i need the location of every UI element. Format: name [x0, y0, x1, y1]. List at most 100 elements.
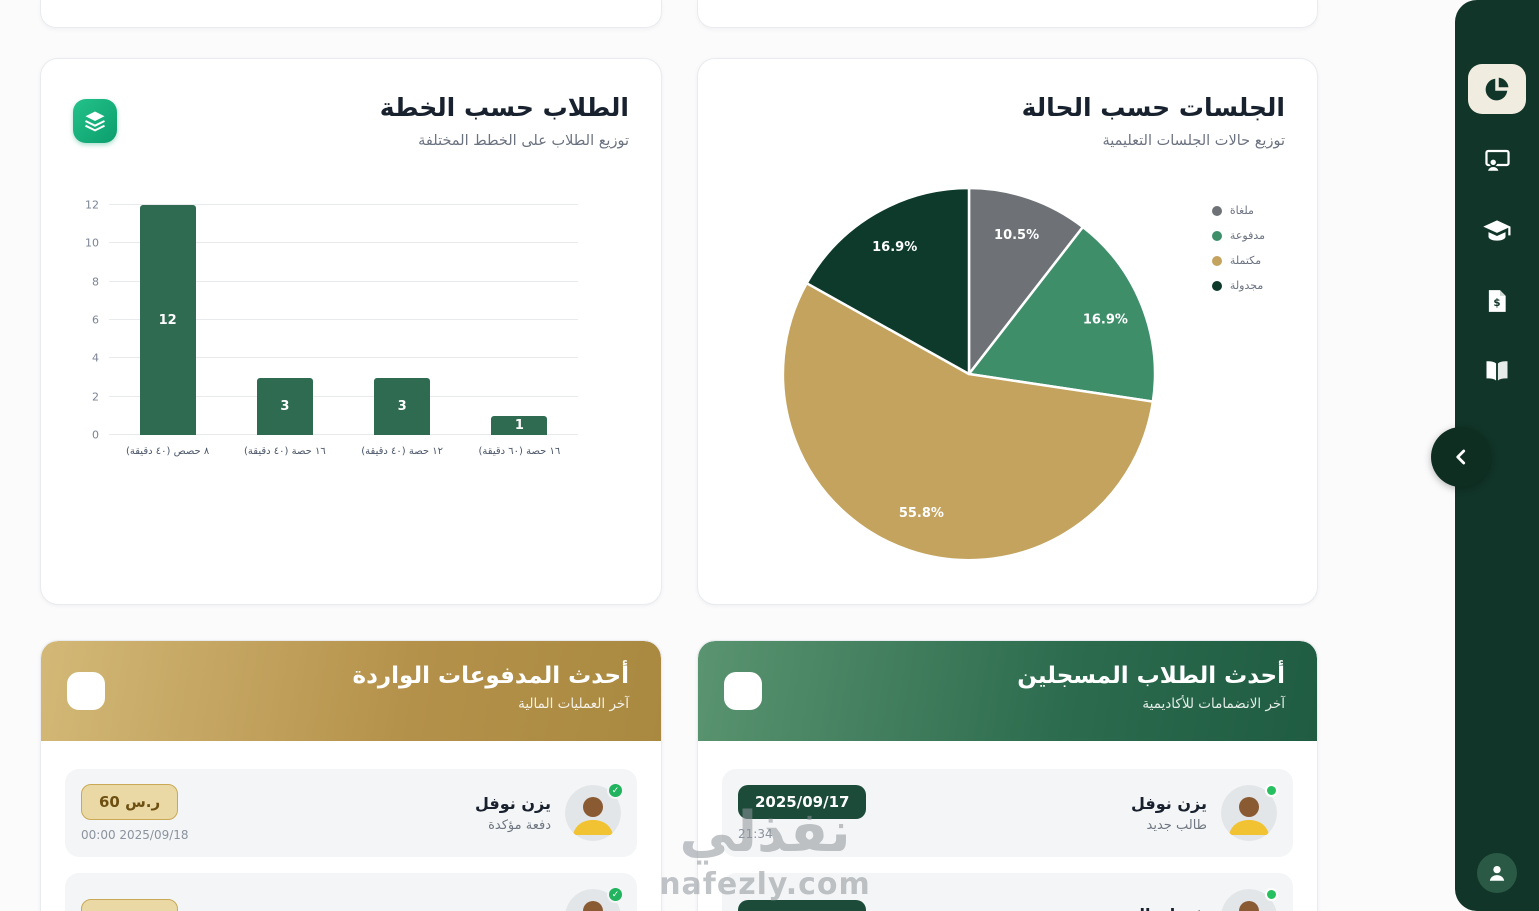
gridline: [109, 204, 578, 205]
pie-slice[interactable]: [805, 186, 971, 376]
card-corner-tile[interactable]: [73, 99, 117, 143]
x-tick-label: ١٦ حصة (٤٠ دقيقة): [244, 446, 326, 457]
partial-card-bottom: [697, 0, 1318, 28]
payment-row[interactable]: ✓ يزن نوفل دفعة مؤكدة 60 ر.س 00:00 2025/…: [65, 769, 637, 857]
gridline: [109, 395, 578, 397]
confirmed-check-icon: ✓: [607, 886, 624, 903]
pie-value-label: 16.9%: [1083, 312, 1128, 327]
avatar: [1221, 888, 1278, 911]
pie-legend: ملغاة مدفوعة مكتملة مجدولة: [1211, 204, 1265, 292]
payment-person: ✓ يزن نوفل دفعة مؤكدة: [475, 782, 624, 841]
pie-slice[interactable]: [967, 225, 1157, 403]
legend-dot-icon: [1211, 255, 1222, 266]
y-tick-label: 4: [92, 351, 99, 365]
legend-item[interactable]: ملغاة: [1211, 204, 1265, 217]
legend-label: مجدولة: [1229, 279, 1264, 292]
gridline: [109, 357, 578, 359]
teacher-icon: [1484, 149, 1510, 172]
book-icon: [1486, 361, 1508, 381]
avatar-photo: [1221, 889, 1277, 911]
latest-payments-card: أحدث المدفوعات الواردة آخر العمليات الما…: [40, 640, 662, 911]
layers-icon: [85, 111, 105, 132]
y-tick-label: 6: [92, 313, 99, 327]
payment-row[interactable]: ✓ 60 ر.س: [65, 873, 637, 911]
header-icon-tile: [724, 672, 762, 710]
pie-value-label: 55.8%: [899, 506, 944, 521]
bar-chart: 0 2 4 6 8 10 12 12 3 3 1 ٨ حصص (٤٠ دقيقة) ١٦ حصة (…: [73, 199, 578, 457]
sidebar-profile-button[interactable]: [1477, 853, 1517, 893]
legend-item[interactable]: مجدولة: [1211, 279, 1265, 292]
legend-dot-icon: [1211, 280, 1222, 291]
students-list: يزن نوفل طالب جديد 2025/09/17 21:34: [698, 741, 1317, 911]
student-name: يزن نوفل: [1131, 793, 1207, 813]
sidebar-collapse-button[interactable]: [1431, 427, 1491, 487]
students-by-plan-card: الطلاب حسب الخطة توزيع الطلاب على الخطط …: [40, 58, 662, 605]
avatar: ✓: [565, 886, 624, 911]
x-tick-label: ١٦ حصة (٦٠ دقيقة): [478, 446, 561, 457]
avatar: ✓: [565, 782, 624, 841]
payments-list: ✓ يزن نوفل دفعة مؤكدة 60 ر.س 00:00 2025/…: [41, 741, 661, 911]
bar-y-axis: 0 2 4 6 8 10 12: [73, 199, 109, 442]
sidebar-item-dashboard[interactable]: [1468, 64, 1526, 114]
card-title: أحدث المدفوعات الواردة: [352, 663, 629, 689]
bar[interactable]: 1: [491, 415, 548, 435]
gridline: [109, 242, 578, 244]
avatar-photo: [565, 889, 621, 911]
bar-value-label: 3: [397, 398, 407, 414]
students-card-header: أحدث الطلاب المسجلين آخر الانضمامات للأك…: [698, 641, 1317, 741]
student-meta: 2025/09/17 21:34: [738, 785, 867, 841]
student-status: طالب جديد: [1146, 817, 1207, 833]
amount-badge: 60 ر.س: [81, 784, 179, 820]
student-person: يزن نوفل طالب جديد: [1131, 784, 1278, 841]
bar-value-label: 12: [158, 312, 177, 328]
invoice-dollar-icon: $: [1488, 290, 1506, 312]
pie-value-label: 16.9%: [872, 240, 917, 255]
bar[interactable]: 12: [139, 205, 196, 435]
payer-name: يزن نوفل: [475, 793, 551, 813]
date-badge: 2025/09/08: [738, 900, 867, 911]
payment-meta: 60 ر.س: [81, 899, 179, 911]
card-title: الطلاب حسب الخطة: [379, 93, 629, 122]
avatar-photo: [565, 785, 621, 841]
svg-text:$: $: [1493, 297, 1500, 309]
confirmed-check-icon: ✓: [607, 782, 624, 799]
bar[interactable]: 3: [256, 377, 313, 435]
sidebar-item-invoices[interactable]: $: [1475, 279, 1519, 323]
card-title: الجلسات حسب الحالة: [1021, 93, 1285, 122]
student-row[interactable]: شعبان النوبي 2025/09/08: [722, 873, 1293, 911]
card-subtitle: توزيع الطلاب على الخطط المختلفة: [418, 133, 629, 149]
pie-value-label: 10.5%: [994, 228, 1039, 243]
pie-slice[interactable]: [781, 281, 1155, 562]
avatar-photo: [1221, 785, 1277, 841]
card-subtitle: آخر الانضمامات للأكاديمية: [1142, 696, 1285, 712]
bar[interactable]: 3: [374, 377, 431, 435]
pie-chart: 10.5% 16.9% 55.8% 16.9%: [779, 184, 1159, 564]
y-tick-label: 8: [92, 275, 99, 289]
bar-value-label: 3: [280, 398, 290, 414]
payment-status: دفعة مؤكدة: [488, 817, 551, 833]
payments-card-header: أحدث المدفوعات الواردة آخر العمليات الما…: [41, 641, 661, 741]
legend-item[interactable]: مكتملة: [1211, 254, 1265, 267]
sessions-by-status-card: الجلسات حسب الحالة توزيع حالات الجلسات ا…: [697, 58, 1318, 605]
y-tick-label: 10: [85, 236, 99, 250]
pie-chart-icon: [1485, 77, 1509, 101]
pie-slice[interactable]: [967, 186, 1085, 376]
legend-item[interactable]: مدفوعة: [1211, 229, 1265, 242]
sidebar-item-library[interactable]: [1475, 350, 1519, 394]
y-tick-label: 2: [92, 390, 99, 404]
payment-person: ✓: [551, 886, 624, 911]
bar-x-labels: ٨ حصص (٤٠ دقيقة) ١٦ حصة (٤٠ دقيقة) ١٢ حصة …: [109, 435, 578, 457]
sidebar-item-teachers[interactable]: [1475, 138, 1519, 182]
legend-label: مكتملة: [1229, 254, 1262, 267]
payment-meta: 60 ر.س 00:00 2025/09/18: [81, 784, 189, 842]
user-avatar-icon: [1489, 865, 1505, 881]
bar-plot: 12 3 3 1: [109, 204, 578, 435]
gridline: [109, 280, 578, 282]
payment-datetime: 00:00 2025/09/18: [81, 828, 189, 842]
y-tick-label: 0: [92, 428, 99, 442]
student-row[interactable]: يزن نوفل طالب جديد 2025/09/17 21:34: [722, 769, 1293, 857]
sidebar-item-students[interactable]: [1475, 209, 1519, 253]
legend-dot-icon: [1211, 230, 1222, 241]
chevron-left-icon: [1456, 449, 1466, 465]
bar-value-label: 1: [514, 417, 524, 433]
